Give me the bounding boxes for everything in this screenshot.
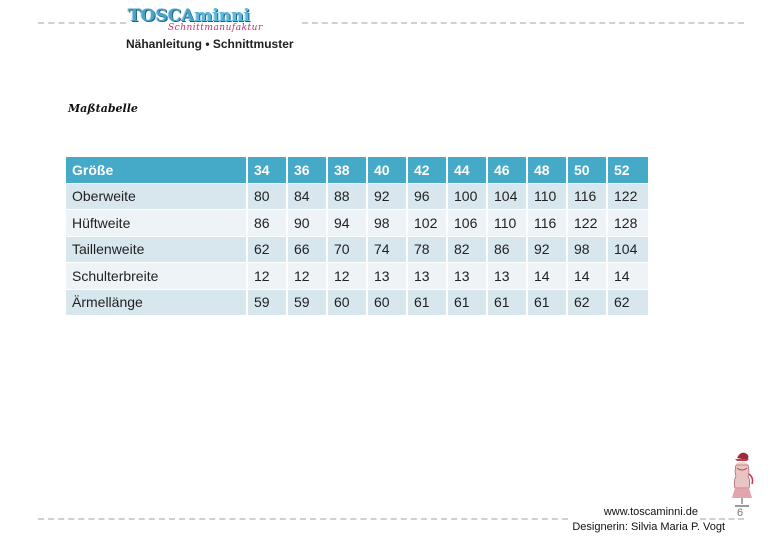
- section-title: Maßtabelle: [68, 102, 138, 115]
- table-cell: 128: [606, 209, 648, 237]
- table-row: Oberweite 80 84 88 92 96 100 104 110 116 122: [66, 183, 648, 210]
- table-cell: 61: [486, 289, 527, 316]
- page-number: 6: [737, 507, 744, 519]
- table-cell: 14: [526, 262, 567, 290]
- toscaminni-logo: TOSCAminni Schnittmanufaktur: [128, 6, 288, 33]
- table-cell: 12: [286, 262, 327, 290]
- table-cell: 46: [486, 157, 527, 184]
- table-cell: 70: [326, 236, 367, 263]
- table-cell: 48: [526, 157, 567, 184]
- table-cell: 13: [366, 262, 407, 290]
- footer-divider-left: [38, 518, 568, 520]
- table-cell: 116: [526, 209, 567, 237]
- table-row-label: Größe: [66, 157, 247, 184]
- header-divider-left: [38, 22, 126, 24]
- table-cell: 96: [406, 183, 447, 210]
- table-row-label: Hüftweite: [66, 209, 247, 237]
- table-cell: 13: [446, 262, 487, 290]
- table-cell: 50: [566, 157, 607, 184]
- table-cell: 13: [406, 262, 447, 290]
- table-cell: 52: [606, 157, 648, 184]
- table-cell: 14: [566, 262, 607, 290]
- table-cell: 116: [566, 183, 607, 210]
- table-cell: 62: [606, 289, 648, 316]
- table-cell: 13: [486, 262, 527, 290]
- table-cell: 74: [366, 236, 407, 263]
- table-cell: 40: [366, 157, 407, 184]
- footer-designer: Designerin: Silvia Maria P. Vogt: [572, 521, 725, 533]
- table-cell: 104: [486, 183, 527, 210]
- table-cell: 60: [366, 289, 407, 316]
- table-cell: 110: [486, 209, 527, 237]
- logo-tagline: Schnittmanufaktur: [168, 23, 263, 33]
- table-cell: 94: [326, 209, 367, 237]
- table-cell: 84: [286, 183, 327, 210]
- header-divider-right: [302, 22, 744, 24]
- table-cell: 78: [406, 236, 447, 263]
- table-cell: 42: [406, 157, 447, 184]
- table-cell: 86: [486, 236, 527, 263]
- table-row-label: Oberweite: [66, 183, 247, 210]
- table-cell: 100: [446, 183, 487, 210]
- table-cell: 60: [326, 289, 367, 316]
- table-cell: 61: [526, 289, 567, 316]
- table-cell: 90: [286, 209, 327, 237]
- table-cell: 61: [406, 289, 447, 316]
- logo-text-minni: minni: [194, 6, 251, 26]
- document-subtitle: Nähanleitung • Schnittmuster: [126, 37, 294, 51]
- table-cell: 12: [246, 262, 287, 290]
- table-cell: 80: [246, 183, 287, 210]
- table-cell: 88: [326, 183, 367, 210]
- table-cell: 34: [246, 157, 287, 184]
- table-cell: 59: [286, 289, 327, 316]
- footer-divider-right: [700, 518, 744, 520]
- table-cell: 92: [526, 236, 567, 263]
- table-row: Ärmellänge 59 59 60 60 61 61 61 61 62 62: [66, 289, 648, 316]
- table-row-label: Ärmellänge: [66, 289, 247, 316]
- table-cell: 12: [326, 262, 367, 290]
- dress-form-icon: [732, 452, 754, 507]
- table-row-label: Schulterbreite: [66, 262, 247, 290]
- table-cell: 59: [246, 289, 287, 316]
- table-row: Hüftweite 86 90 94 98 102 106 110 116 122 128: [66, 209, 648, 237]
- table-cell: 98: [566, 236, 607, 263]
- logo-text-tosca: TOSCA: [128, 6, 195, 26]
- table-cell: 106: [446, 209, 487, 237]
- table-cell: 14: [606, 262, 648, 290]
- table-row-label: Taillenweite: [66, 236, 247, 263]
- table-cell: 66: [286, 236, 327, 263]
- table-cell: 98: [366, 209, 407, 237]
- table-cell: 122: [606, 183, 648, 210]
- table-cell: 62: [246, 236, 287, 263]
- table-row: Schulterbreite 12 12 12 13 13 13 13 14 14 14: [66, 262, 648, 290]
- table-cell: 110: [526, 183, 567, 210]
- table-cell: 86: [246, 209, 287, 237]
- table-cell: 82: [446, 236, 487, 263]
- table-cell: 36: [286, 157, 327, 184]
- table-cell: 104: [606, 236, 648, 263]
- table-cell: 38: [326, 157, 367, 184]
- size-chart-table: Größe 34 36 38 40 42 44 46 48 50 52 Oberweite 80 84 88…: [66, 157, 648, 316]
- table-cell: 92: [366, 183, 407, 210]
- table-cell: 102: [406, 209, 447, 237]
- table-cell: 44: [446, 157, 487, 184]
- table-cell: 122: [566, 209, 607, 237]
- table-cell: 62: [566, 289, 607, 316]
- table-header-row: Größe 34 36 38 40 42 44 46 48 50 52: [66, 157, 648, 184]
- footer-website: www.toscaminni.de: [603, 506, 698, 518]
- table-cell: 61: [446, 289, 487, 316]
- table-row: Taillenweite 62 66 70 74 78 82 86 92 98 104: [66, 236, 648, 263]
